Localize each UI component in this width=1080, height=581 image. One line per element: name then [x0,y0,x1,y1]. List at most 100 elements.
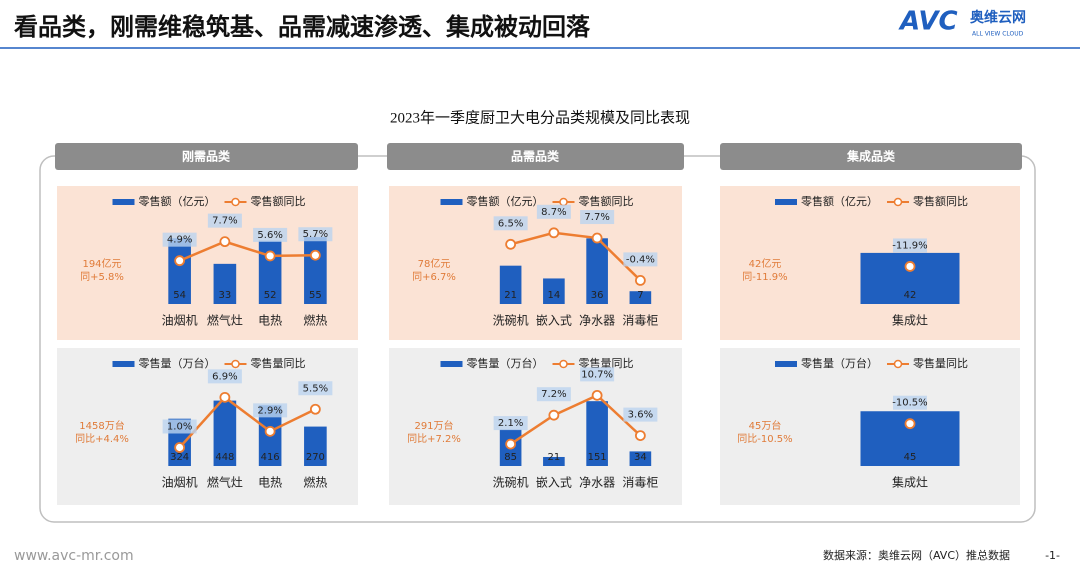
bar [304,237,327,304]
bar-label: 7 [637,290,643,301]
legend-label: 零售额（亿元） [801,194,878,208]
line [178,395,316,449]
logo-en: ALL VIEW CLOUD [972,31,1024,38]
panel [57,348,358,505]
bar [213,400,237,466]
line-label: 4.9% [167,235,192,246]
bar-label: 52 [264,290,277,301]
legend-label: 零售量同比 [251,356,306,370]
line [509,393,642,446]
label-bg [162,419,197,434]
legend-label: 零售额同比 [913,194,968,208]
section-label: 品需品类 [511,149,560,164]
line-marker [548,227,560,239]
bar [586,401,608,466]
annotation: 42亿元 [749,257,782,270]
annotation: 同-11.9% [742,271,787,283]
label-bg [298,227,333,242]
line-marker [309,249,321,261]
bar [629,291,652,304]
line-label: 2.1% [498,418,523,429]
line-label: 2.9% [257,405,282,416]
line-marker [174,442,186,453]
label-bg [253,403,288,418]
bar [304,426,327,466]
x-tick-label: 电热 [258,314,282,328]
bar [499,265,522,304]
bar-label: 21 [548,452,561,463]
section-header [55,143,358,170]
legend-marker [893,359,903,369]
line-marker [548,409,560,421]
x-tick-label: 集成灶 [892,313,928,328]
bar-label: 33 [219,290,232,301]
x-tick-label: 洗碗机 [493,475,529,490]
bar [543,278,565,304]
legend-marker [559,197,568,207]
line-marker [264,250,276,262]
bar-label: 85 [504,452,517,463]
figure-title: 2023年一季度厨卫大电分品类规模及同比表现 [390,109,690,126]
label-bg [207,369,242,384]
label-bg [623,252,658,267]
label-bg [536,204,571,219]
bar-label: 34 [634,452,647,463]
x-tick-label: 燃气灶 [207,475,243,490]
legend-label: 零售量同比 [579,356,634,370]
label-bg [162,232,197,247]
line-label: 10.7% [581,369,613,380]
line-marker [591,389,603,401]
line-label: -10.5% [892,398,927,409]
line-label: -0.4% [626,254,655,265]
x-tick-label: 净水器 [579,476,615,490]
legend-swatch [440,361,463,367]
section-header [387,143,684,170]
line-label: 6.5% [498,218,523,229]
legend-label: 零售量（万台） [139,356,216,370]
label-bg [493,416,528,431]
legend-swatch [440,199,463,205]
annotation: 同比+7.2% [407,433,461,445]
line-label: 3.6% [628,410,653,421]
line-marker [309,403,321,415]
legend-swatch [775,199,797,205]
x-tick-label: 净水器 [579,314,615,328]
footer-source: 数据来源：奥维云网（AVC）推总数据 [823,548,1010,562]
bar-label: 55 [309,290,322,301]
annotation: 同+6.7% [412,271,456,283]
legend-swatch [112,199,135,205]
legend-label: 零售量（万台） [801,356,878,370]
bar-label: 36 [591,290,604,301]
bar [586,238,608,304]
annotation: 291万台 [414,419,453,432]
x-tick-label: 油烟机 [162,476,198,490]
legend-marker [559,359,568,369]
legend-swatch [112,361,135,367]
annotation: 1458万台 [79,419,124,432]
line-label: -11.9% [892,240,927,251]
line-marker [634,430,646,442]
section-label: 刚需品类 [182,149,231,164]
line-label: 5.7% [303,229,328,240]
section-label: 集成品类 [846,149,896,164]
annotation: 同比-10.5% [737,433,792,445]
line-marker [904,418,916,430]
x-tick-label: 燃热 [303,313,327,328]
legend-label: 零售额（亿元） [467,194,544,208]
label-bg [536,387,571,402]
label-bg [893,395,927,410]
line [510,231,642,282]
page-number: -1- [1045,549,1060,562]
line-marker [174,255,186,267]
logo: AVC [898,7,958,37]
bar-label: 54 [173,290,186,301]
bar-label: 45 [904,452,917,463]
line-label: 5.6% [257,230,282,241]
legend-marker [231,197,240,207]
x-tick-label: 集成灶 [892,475,928,490]
line-marker [634,274,646,286]
line-marker [219,236,231,248]
legend-label: 零售量（万台） [467,356,544,370]
x-tick-label: 油烟机 [162,314,198,328]
